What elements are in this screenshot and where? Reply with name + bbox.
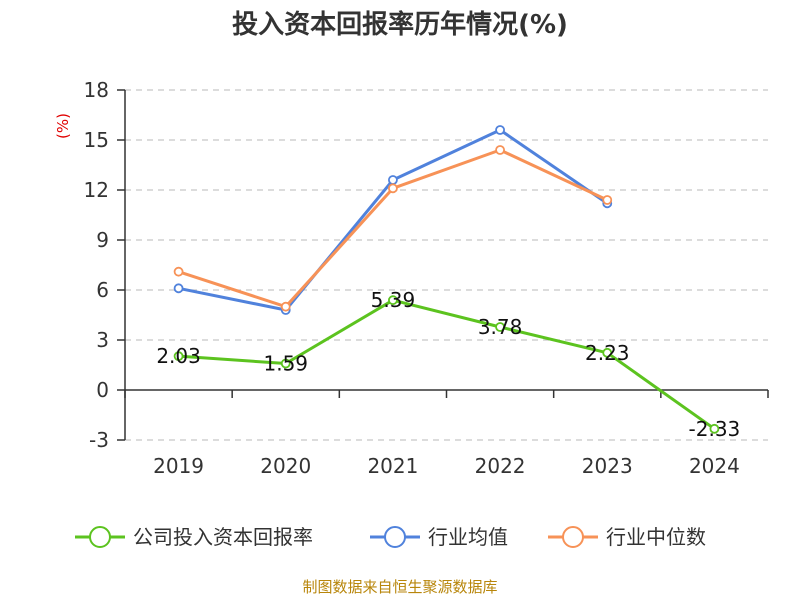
series-lines xyxy=(173,125,720,434)
x-tick-label: 2020 xyxy=(260,454,311,478)
data-point-company xyxy=(280,358,291,369)
data-label: 2.23 xyxy=(585,341,630,365)
series-line-industry_avg xyxy=(178,128,609,312)
data-point-industry_median xyxy=(495,145,505,155)
y-tick-label: 15 xyxy=(84,128,109,152)
data-point-company xyxy=(602,347,613,358)
data-point-industry_median xyxy=(173,266,184,277)
source-note: 制图数据来自恒生聚源数据库 xyxy=(302,578,497,596)
data-label: 3.78 xyxy=(478,315,523,339)
data-label: 5.39 xyxy=(371,288,416,312)
y-axis-label: (%) xyxy=(54,113,72,139)
data-label: -2.33 xyxy=(689,417,741,441)
grid-lines xyxy=(125,89,768,441)
legend-item-industry_avg[interactable]: 行业均值 xyxy=(370,525,508,549)
data-label: 2.03 xyxy=(156,344,201,368)
data-point-industry_avg xyxy=(173,283,184,294)
legend-item-company[interactable]: 公司投入资本回报率 xyxy=(75,525,313,549)
data-point-industry_avg xyxy=(388,175,398,185)
legend-marker xyxy=(384,526,406,548)
series-line-company xyxy=(178,298,716,431)
data-point-industry_avg xyxy=(495,125,505,135)
y-tick-label: 9 xyxy=(96,228,109,252)
legend-label: 公司投入资本回报率 xyxy=(133,525,313,549)
x-tick-label: 2023 xyxy=(582,454,633,478)
data-point-company xyxy=(495,322,505,332)
data-point-industry_median xyxy=(602,195,613,205)
legend-item-industry_median[interactable]: 行业中位数 xyxy=(548,525,706,549)
legend-label: 行业均值 xyxy=(428,525,508,549)
legend-label: 行业中位数 xyxy=(606,525,706,549)
x-tick-label: 2019 xyxy=(153,454,204,478)
x-tick-label: 2022 xyxy=(475,454,526,478)
legend-marker xyxy=(89,526,111,548)
y-tick-label: 6 xyxy=(96,278,109,302)
series-line-industry_median xyxy=(178,148,608,309)
chart-title: 投入资本回报率历年情况(%) xyxy=(232,9,568,40)
x-axis: 2019 2020 2021 2022 2023 2024 xyxy=(124,389,769,478)
x-tick-label: 2021 xyxy=(367,454,418,478)
y-tick-label: 18 xyxy=(84,78,109,102)
legend[interactable]: 公司投入资本回报率 行业均值 行业中位数 xyxy=(75,525,706,549)
y-tick-label: 3 xyxy=(96,328,109,352)
data-point-industry_median xyxy=(280,301,291,312)
y-tick-labels: 18 15 12 9 6 3 0 -3 xyxy=(84,78,126,452)
y-tick-label: 12 xyxy=(84,178,109,202)
data-point-company xyxy=(173,351,184,362)
y-tick-label: 0 xyxy=(96,378,109,402)
data-point-industry_median xyxy=(388,183,398,194)
data-labels: 2.03 1.59 5.39 3.78 2.23 -2.33 xyxy=(156,288,740,441)
data-label: 1.59 xyxy=(263,352,308,376)
legend-marker xyxy=(562,526,584,548)
data-point-company xyxy=(388,295,398,306)
y-tick-label: -3 xyxy=(89,428,109,452)
x-tick-label: 2024 xyxy=(689,454,740,478)
data-point-company xyxy=(709,423,720,434)
